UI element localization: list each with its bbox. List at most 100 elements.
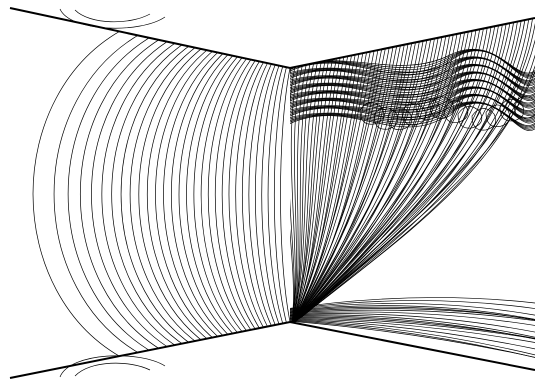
contour-line	[290, 48, 535, 74]
eddy-contour	[499, 98, 525, 122]
contour-line	[294, 21, 500, 323]
contour-line	[290, 317, 535, 340]
contour-line	[290, 50, 535, 79]
contour-line	[294, 18, 535, 323]
contour-line	[290, 78, 535, 104]
contour-line	[290, 63, 535, 89]
contour-line	[292, 52, 346, 323]
contour-line	[292, 41, 402, 323]
corner-contour	[74, 362, 151, 377]
contour-line	[292, 47, 372, 323]
contour-line	[267, 61, 285, 329]
contour-line	[290, 297, 535, 309]
contour-line	[294, 18, 535, 323]
contour-line	[290, 101, 535, 127]
contour-line	[163, 48, 223, 341]
contour-line	[241, 58, 271, 332]
contour-line	[280, 63, 290, 327]
contour-line	[290, 71, 535, 97]
contour-line	[111, 40, 188, 348]
contour-line	[186, 51, 238, 338]
contour-line	[67, 33, 156, 355]
contour-line	[290, 95, 535, 124]
contour-line	[193, 52, 242, 337]
eddy-contour	[373, 107, 399, 130]
eddy-contour	[471, 108, 497, 131]
contour-line	[292, 44, 387, 323]
contour-line	[290, 79, 535, 105]
contour-line	[248, 59, 274, 331]
diverging-contours	[290, 18, 535, 360]
contour-line	[290, 71, 535, 96]
contour-line	[235, 57, 267, 332]
contour-line	[290, 49, 535, 75]
contour-line	[290, 314, 535, 339]
contour-line	[200, 53, 247, 337]
contour-line	[294, 18, 535, 323]
contour-line	[290, 102, 535, 130]
contour-line	[120, 42, 195, 347]
contour-line	[221, 55, 259, 334]
contour-line	[290, 311, 535, 327]
contour-line	[91, 37, 174, 351]
contour-line	[101, 39, 181, 350]
contour-line	[290, 57, 535, 84]
contour-line	[290, 319, 535, 357]
contour-line	[290, 306, 535, 322]
contour-line	[294, 18, 523, 323]
contour-line	[290, 57, 535, 85]
contour-line	[290, 320, 535, 360]
contour-line	[290, 101, 535, 126]
contour-line	[290, 87, 535, 115]
contour-line	[290, 61, 300, 323]
contour-line	[290, 102, 535, 131]
contour-line	[290, 80, 535, 109]
contour-line	[290, 318, 535, 351]
contour-line	[294, 18, 511, 323]
contour-line	[228, 56, 263, 333]
contour-line	[290, 87, 535, 114]
eddy-contour	[443, 100, 469, 123]
contour-line	[290, 102, 535, 129]
corner-contour	[59, 8, 166, 29]
contour-line	[255, 60, 278, 330]
contour-line	[290, 57, 535, 86]
contour-line	[290, 63, 294, 323]
contour-line	[293, 27, 470, 323]
eddy-contour	[387, 107, 413, 131]
eddy-contour	[513, 96, 535, 119]
contour-line	[53, 31, 145, 357]
contour-line	[290, 94, 535, 120]
contour-line	[171, 49, 228, 340]
contour-line	[290, 87, 535, 116]
lower-wall	[9, 320, 535, 379]
contour-line	[207, 54, 251, 336]
contour-line	[290, 50, 535, 77]
contour-line	[293, 35, 428, 323]
contour-line	[290, 65, 535, 94]
contour-line	[290, 64, 535, 90]
eddy-contour	[401, 102, 427, 126]
contour-line	[261, 60, 282, 329]
eddy-contour	[415, 97, 441, 121]
contour-line	[79, 35, 165, 353]
contour-line	[290, 95, 535, 122]
contour-line	[129, 43, 201, 346]
contour-line	[292, 45, 383, 323]
corner-contour	[74, 9, 151, 23]
converging-contours	[32, 27, 290, 361]
eddy-contour	[457, 106, 483, 129]
contour-line	[146, 45, 213, 343]
contour-line	[290, 72, 535, 101]
contour-line	[294, 18, 534, 323]
contour-line	[290, 86, 535, 111]
contour-line	[290, 64, 535, 91]
contour-line	[214, 55, 255, 335]
contour-line	[290, 49, 535, 76]
contour-line	[290, 65, 535, 92]
eddy-contour	[359, 102, 385, 125]
contour-line	[290, 56, 535, 82]
eddy-contour	[429, 96, 455, 119]
